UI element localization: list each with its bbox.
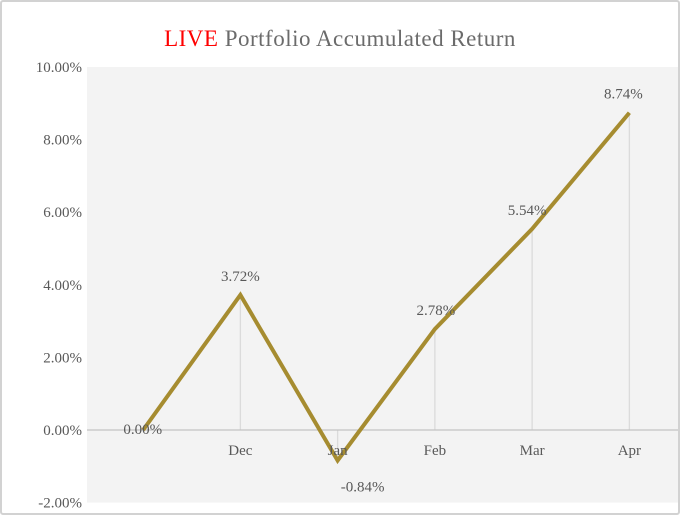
x-tick-label: Jan bbox=[328, 443, 348, 459]
y-tick-label: 8.00% bbox=[43, 133, 82, 149]
y-tick-label: 10.00% bbox=[36, 60, 82, 76]
y-tick-label: 4.00% bbox=[43, 278, 82, 294]
data-label: 8.74% bbox=[604, 87, 643, 103]
data-label: -0.84% bbox=[341, 479, 385, 495]
y-tick-label: 6.00% bbox=[43, 205, 82, 221]
y-tick-label: 2.00% bbox=[43, 350, 82, 366]
x-tick-label: Feb bbox=[424, 443, 447, 459]
chart-title-text: Portfolio Accumulated Return bbox=[218, 26, 516, 51]
x-tick-label: Dec bbox=[228, 443, 252, 459]
y-tick-label: 0.00% bbox=[43, 423, 82, 439]
data-label: 3.72% bbox=[221, 269, 260, 285]
y-tick-label: -2.00% bbox=[38, 496, 82, 512]
chart-title: LIVE Portfolio Accumulated Return bbox=[2, 26, 678, 52]
data-label: 5.54% bbox=[508, 203, 547, 219]
x-tick-label: Apr bbox=[618, 443, 641, 459]
chart-title-highlight: LIVE bbox=[164, 26, 219, 51]
data-label: 0.00% bbox=[123, 422, 162, 438]
x-tick-label: Mar bbox=[520, 443, 545, 459]
plot-area bbox=[87, 67, 678, 503]
data-label: 2.78% bbox=[417, 303, 456, 319]
series-line bbox=[141, 111, 631, 465]
